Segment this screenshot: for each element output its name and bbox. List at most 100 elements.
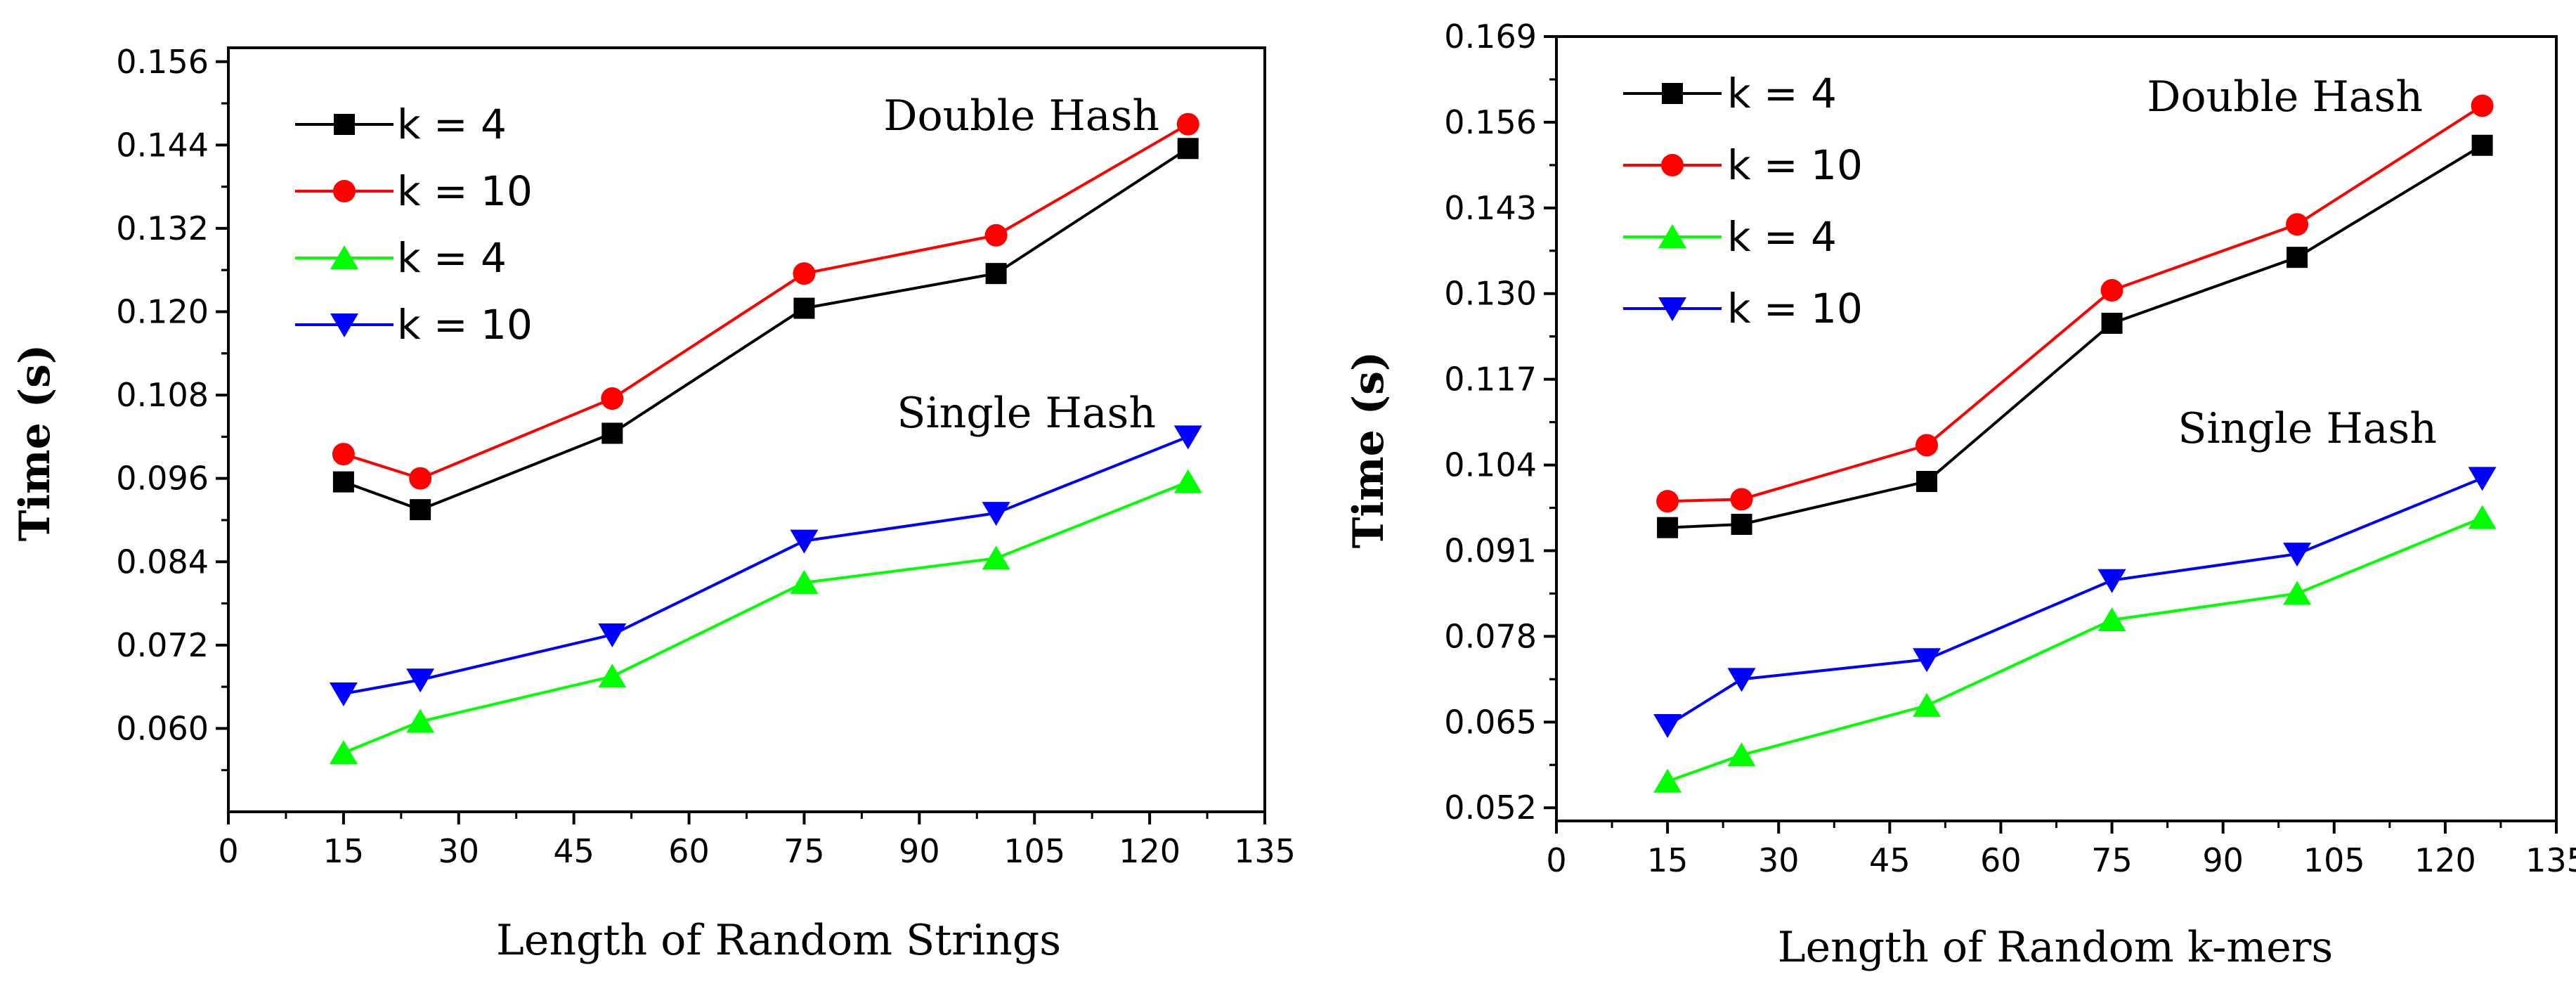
data-point: [2286, 247, 2308, 268]
data-point: [2283, 581, 2312, 605]
chart-random-kmers: 0 15 30 45 60 75 90 105 120 135 0.052 0.065 0.078 0.0…: [1344, 18, 2576, 972]
data-point: [1916, 471, 1938, 493]
data-point: [1176, 112, 1199, 136]
y-axis-label: Time (s): [1344, 351, 1393, 549]
x-tick-label: 105: [2303, 841, 2365, 879]
y-tick-label: 0.169: [1444, 18, 1537, 56]
x-tick-label: 45: [1869, 841, 1911, 879]
y-tick-label: 0.104: [1444, 446, 1537, 484]
data-point: [2097, 607, 2126, 631]
legend-label: k = 4: [1727, 213, 1837, 261]
data-point: [1913, 692, 1941, 717]
data-point: [2097, 569, 2126, 593]
data-point: [329, 682, 358, 707]
series-line: [343, 480, 1189, 754]
data-point: [410, 499, 431, 521]
series-line: [1667, 516, 2483, 783]
x-axis-label: Length of Random k-mers: [1778, 923, 2334, 972]
y-tick-label: 0.065: [1444, 703, 1537, 741]
data-point: [982, 502, 1010, 526]
y-tick-label: 0.130: [1444, 275, 1537, 313]
series-line: [343, 122, 1189, 480]
x-tick-label: 45: [553, 832, 594, 870]
data-point: [332, 443, 355, 466]
data-point: [1657, 517, 1679, 538]
y-tick-label: 0.108: [116, 376, 209, 414]
y-tick-label: 0.120: [116, 293, 209, 331]
legend-label: k = 10: [1727, 285, 1863, 332]
data-point: [1727, 742, 1756, 767]
series-3: [1653, 467, 2497, 739]
legend: k = 4 k = 10 k = 4 k = 10: [295, 101, 533, 349]
x-tick-label: 30: [438, 832, 480, 870]
x-tick-label: 120: [2414, 841, 2476, 879]
y-tick-label: 0.091: [1444, 531, 1537, 569]
data-point: [329, 740, 358, 765]
series-3: [329, 425, 1202, 707]
legend-label: k = 4: [1727, 70, 1837, 117]
data-point: [406, 708, 435, 733]
legend-marker: [1658, 297, 1686, 321]
series-1: [332, 112, 1199, 490]
series-line: [1667, 104, 2483, 503]
data-point: [793, 297, 815, 319]
data-point: [332, 471, 354, 493]
data-point: [409, 467, 432, 490]
data-point: [598, 663, 627, 688]
legend-label: k = 4: [397, 234, 507, 282]
y-tick-label: 0.143: [1444, 189, 1537, 227]
annotation-1: Single Hash: [2178, 404, 2437, 453]
series-line: [343, 435, 1189, 695]
data-point: [984, 224, 1008, 247]
series-2: [1653, 505, 2497, 793]
x-tick-label: 15: [1647, 841, 1689, 879]
data-point: [1731, 513, 1752, 535]
y-tick-label: 0.144: [116, 126, 209, 164]
legend-marker: [1662, 83, 1683, 104]
data-point: [1173, 425, 1202, 450]
data-point: [2468, 467, 2497, 491]
data-point: [793, 262, 816, 285]
x-axis-label: Length of Random Strings: [496, 916, 1061, 965]
series-0: [332, 138, 1199, 521]
x-tick-label: 15: [323, 832, 365, 870]
data-point: [1173, 469, 1202, 493]
data-point: [1727, 668, 1756, 692]
data-point: [2101, 312, 2123, 334]
series-line: [1667, 477, 2483, 727]
legend-label: k = 10: [1727, 141, 1863, 189]
data-point: [1913, 648, 1941, 673]
x-tick-label: 135: [2525, 841, 2576, 879]
data-point: [1653, 768, 1682, 793]
annotation-0: Double Hash: [883, 91, 1159, 141]
data-point: [2283, 543, 2312, 567]
x-tick-label: 0: [218, 832, 238, 870]
y-tick-label: 0.132: [116, 209, 209, 247]
legend-marker: [1658, 224, 1686, 248]
legend-marker: [1661, 154, 1684, 176]
legend-label: k = 4: [397, 101, 507, 148]
y-tick-label: 0.072: [116, 626, 209, 664]
data-point: [598, 623, 627, 648]
y-tick-label: 0.117: [1444, 361, 1537, 399]
x-tick-label: 0: [1546, 841, 1566, 879]
x-tick-label: 60: [668, 832, 710, 870]
series-line: [1667, 144, 2483, 529]
x-tick-label: 105: [1003, 832, 1065, 870]
legend-marker: [333, 180, 356, 202]
legend: k = 4 k = 10 k = 4 k = 10: [1623, 70, 1863, 332]
data-point: [2471, 134, 2493, 156]
data-point: [2471, 94, 2494, 117]
data-point: [2286, 213, 2309, 236]
legend-marker: [330, 245, 358, 269]
data-point: [601, 387, 624, 410]
y-tick-label: 0.084: [116, 543, 209, 581]
x-tick-label: 75: [783, 832, 825, 870]
data-point: [790, 569, 819, 594]
y-tick-label: 0.156: [1444, 103, 1537, 141]
annotation-1: Single Hash: [897, 389, 1156, 438]
chart-random-strings: 0 15 30 45 60 75 90 105 120 135 0.060 0.072 0.084 0.0…: [11, 43, 1296, 965]
data-point: [985, 263, 1007, 285]
x-tick-label: 90: [2202, 841, 2244, 879]
legend-marker: [330, 313, 358, 337]
